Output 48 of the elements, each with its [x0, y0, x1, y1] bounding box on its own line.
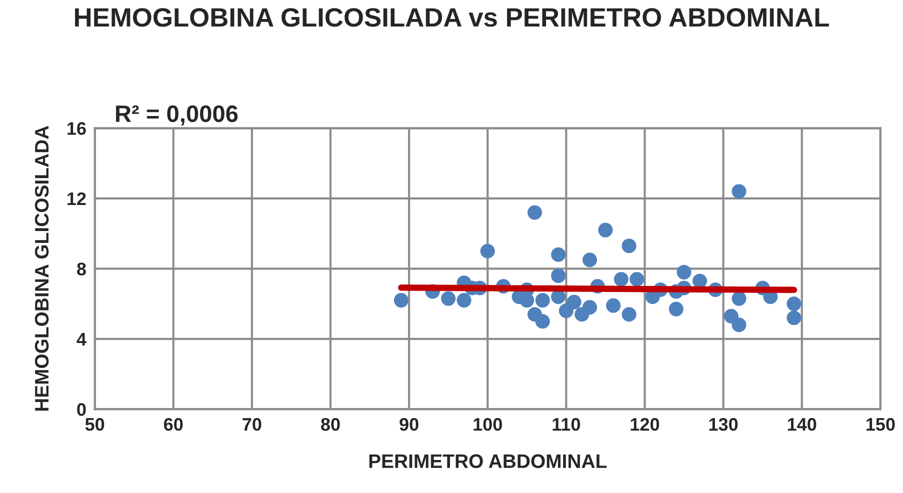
point — [527, 205, 542, 220]
x-tick-label: 90 — [400, 418, 418, 431]
y-tick-label: 4 — [76, 333, 86, 346]
point — [614, 272, 628, 287]
x-tick-label: 60 — [164, 418, 183, 431]
point — [551, 290, 566, 304]
point — [622, 238, 636, 254]
x-tick-label: 120 — [630, 418, 660, 431]
x-tick-label: 50 — [85, 418, 104, 431]
point — [441, 291, 456, 306]
x-tick-label: 110 — [552, 418, 580, 431]
point — [692, 274, 708, 288]
x-tick-label: 100 — [474, 418, 502, 431]
point — [520, 293, 534, 308]
point — [551, 268, 566, 283]
point — [606, 298, 621, 313]
point — [676, 264, 692, 280]
y-tick-label: 12 — [68, 192, 86, 205]
point — [598, 222, 613, 238]
point — [535, 314, 550, 329]
x-tick-label: 130 — [709, 418, 738, 431]
point — [582, 300, 598, 315]
point — [551, 247, 566, 262]
y-axis-title: HEMOGLOBINA GLICOSILADA — [34, 126, 49, 411]
point — [732, 318, 746, 332]
point — [786, 310, 802, 326]
y-tick-label: 16 — [68, 122, 86, 135]
x-tick-label: 140 — [788, 418, 816, 431]
y-tick-label: 0 — [77, 403, 86, 416]
point — [786, 296, 802, 312]
point — [394, 293, 408, 308]
point — [566, 294, 582, 310]
x-axis-title: PERIMETRO ABDOMINAL — [369, 454, 607, 468]
chart-title: HEMOGLOBINA GLICOSILADA vs PERIMETRO ABDOMINAL — [75, 8, 829, 27]
point — [732, 184, 746, 199]
x-tick-label: 70 — [242, 418, 262, 431]
x-tick-label: 80 — [321, 418, 340, 431]
point — [456, 293, 472, 308]
point — [622, 307, 636, 322]
point — [732, 291, 746, 306]
x-tick-label: 150 — [866, 418, 895, 431]
point — [582, 252, 598, 268]
point — [535, 293, 550, 308]
point — [668, 302, 684, 316]
point — [480, 244, 495, 258]
y-tick-label: 8 — [77, 262, 86, 276]
text: R² = 0,0006 — [116, 105, 238, 126]
point — [630, 272, 644, 287]
